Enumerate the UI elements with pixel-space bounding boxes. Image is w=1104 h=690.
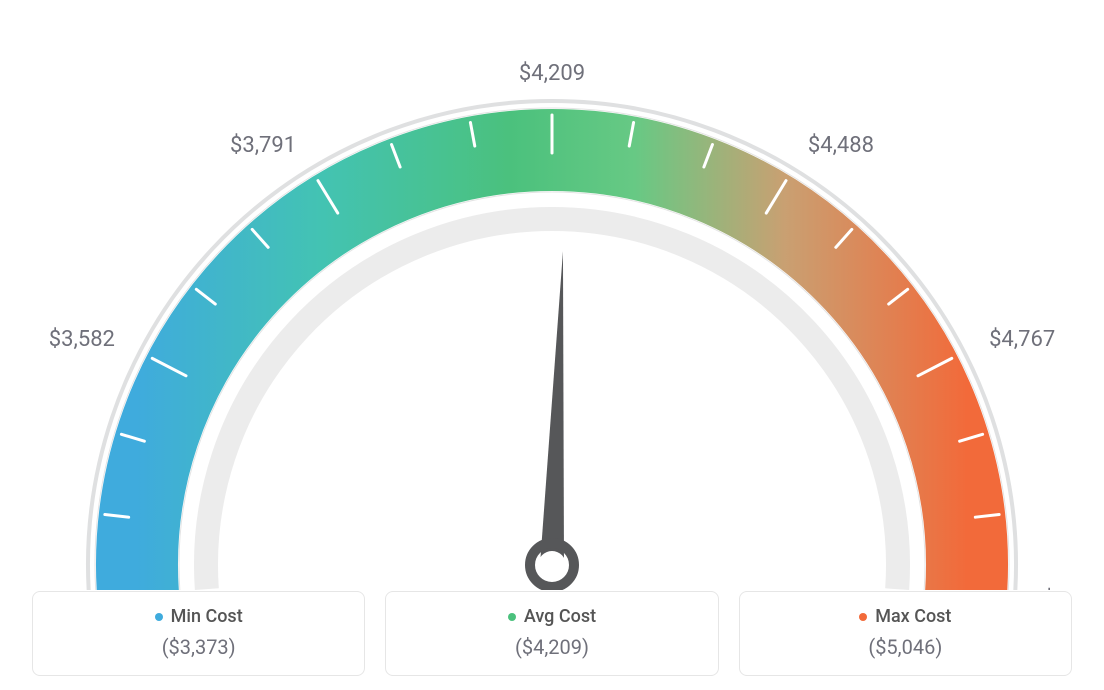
legend-card-min: Min Cost ($3,373) <box>32 591 365 677</box>
legend-value-max: ($5,046) <box>758 635 1053 659</box>
legend-card-avg: Avg Cost ($4,209) <box>385 591 718 677</box>
legend-label-min: Min Cost <box>171 606 243 627</box>
legend-title-min: Min Cost <box>155 606 243 627</box>
svg-text:$4,488: $4,488 <box>808 133 874 158</box>
svg-text:$4,209: $4,209 <box>519 61 585 86</box>
legend-dot-max <box>859 613 867 621</box>
svg-text:$4,767: $4,767 <box>989 327 1055 352</box>
legend-label-max: Max Cost <box>875 606 951 627</box>
legend-row: Min Cost ($3,373) Avg Cost ($4,209) Max … <box>32 591 1072 677</box>
legend-label-avg: Avg Cost <box>524 606 596 627</box>
legend-card-max: Max Cost ($5,046) <box>739 591 1072 677</box>
cost-gauge-chart: $3,373$3,582$3,791$4,209$4,488$4,767$5,0… <box>32 30 1072 590</box>
legend-dot-avg <box>508 613 516 621</box>
legend-title-avg: Avg Cost <box>508 606 596 627</box>
svg-text:$3,791: $3,791 <box>230 133 296 158</box>
legend-value-min: ($3,373) <box>51 635 346 659</box>
legend-title-max: Max Cost <box>859 606 951 627</box>
legend-value-avg: ($4,209) <box>404 635 699 659</box>
svg-text:$3,582: $3,582 <box>49 327 115 352</box>
legend-dot-min <box>155 613 163 621</box>
gauge-svg: $3,373$3,582$3,791$4,209$4,488$4,767$5,0… <box>32 30 1072 590</box>
